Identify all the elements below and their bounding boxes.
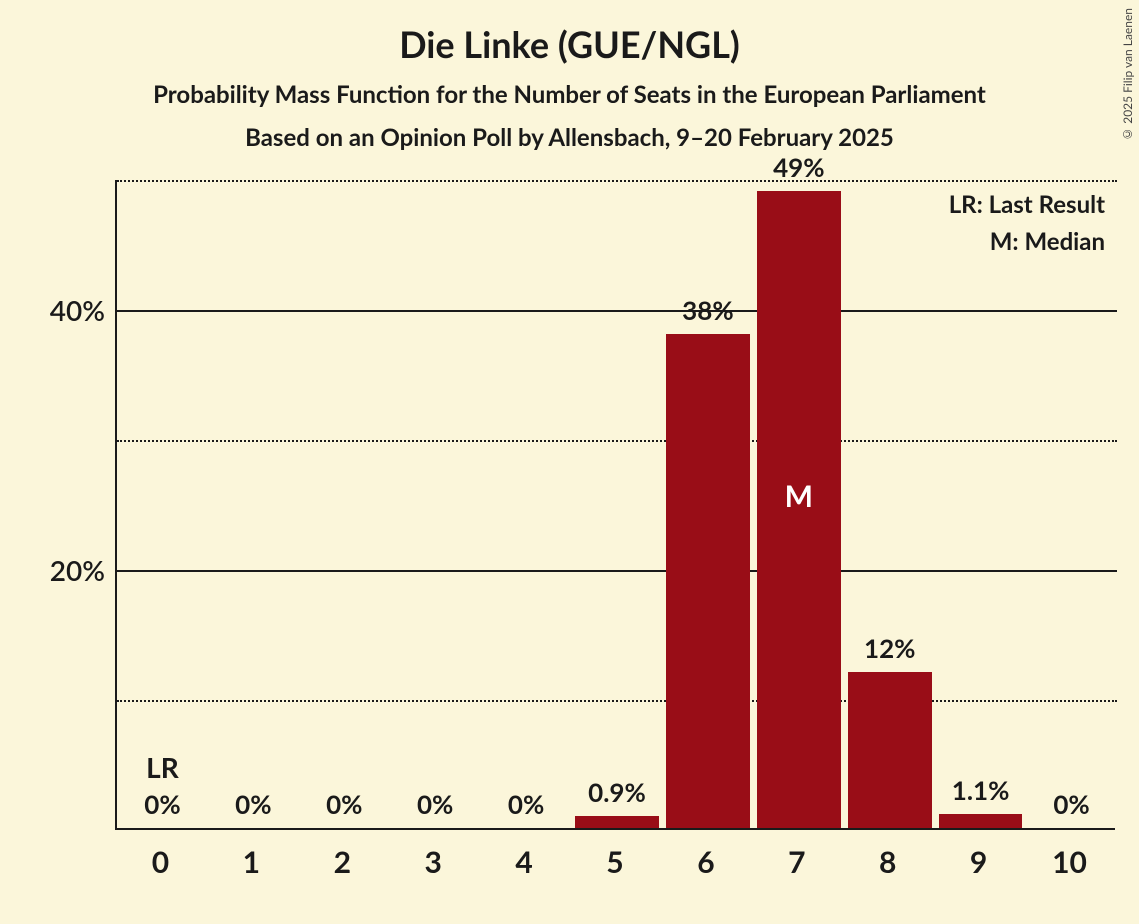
bar-value-label: 0% — [481, 788, 571, 820]
gridline-minor — [117, 180, 1117, 182]
legend-lr: LR: Last Result — [949, 186, 1105, 223]
xtick-label: 8 — [843, 844, 933, 880]
xtick-label: 9 — [934, 844, 1024, 880]
bar — [848, 672, 932, 828]
gridline-minor — [117, 700, 1117, 702]
bar — [939, 814, 1023, 828]
chart-title: Die Linke (GUE/NGL) — [0, 0, 1139, 66]
bar-value-label: 12% — [845, 632, 935, 664]
copyright-text: © 2025 Filip van Laenen — [1120, 8, 1135, 142]
chart-legend: LR: Last Result M: Median — [949, 186, 1105, 260]
xtick-label: 2 — [297, 844, 387, 880]
chart-subtitle: Probability Mass Function for the Number… — [0, 80, 1139, 109]
bar-value-label: 0% — [117, 788, 207, 820]
bar-value-label: 0% — [390, 788, 480, 820]
bar — [575, 816, 659, 828]
bar-value-label: 49% — [754, 151, 844, 183]
chart-subtitle2: Based on an Opinion Poll by Allensbach, … — [0, 123, 1139, 152]
bar — [666, 334, 750, 828]
gridline-major — [117, 310, 1117, 312]
xtick-label: 6 — [661, 844, 751, 880]
legend-median: M: Median — [949, 223, 1105, 260]
gridline-minor — [117, 440, 1117, 442]
plot-area: 0%LR0%0%0%0%0.9%38%49%M12%1.1%0% — [115, 180, 1115, 830]
ytick-label: 40% — [5, 293, 105, 327]
bar-value-label: 0.9% — [572, 776, 662, 808]
xtick-label: 5 — [570, 844, 660, 880]
bar-value-label: 0% — [208, 788, 298, 820]
xtick-label: 7 — [752, 844, 842, 880]
bar-value-label: 38% — [663, 294, 753, 326]
bar-value-label: 0% — [299, 788, 389, 820]
xtick-label: 1 — [206, 844, 296, 880]
bar-value-label: 1.1% — [936, 774, 1026, 806]
xtick-label: 0 — [115, 844, 205, 880]
bar-value-label: 0% — [1027, 788, 1117, 820]
xtick-label: 4 — [479, 844, 569, 880]
xtick-label: 10 — [1025, 844, 1115, 880]
xtick-label: 3 — [388, 844, 478, 880]
chart-area: 0%LR0%0%0%0%0.9%38%49%M12%1.1%0% LR: Las… — [115, 180, 1115, 830]
ytick-label: 20% — [5, 553, 105, 587]
gridline-major — [117, 570, 1117, 572]
lr-marker: LR — [117, 750, 207, 784]
median-marker: M — [769, 478, 829, 514]
